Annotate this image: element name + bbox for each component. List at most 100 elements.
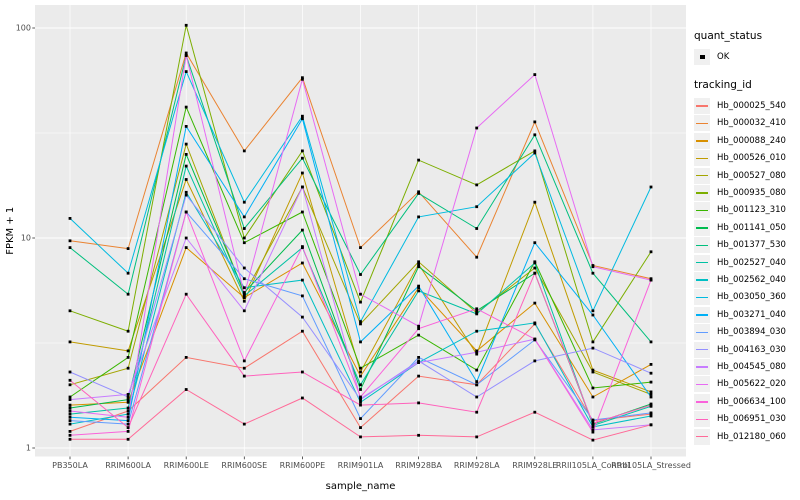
data-point[interactable] [533,151,537,155]
data-point[interactable] [649,380,653,384]
data-point[interactable] [533,241,537,245]
data-point[interactable] [533,321,537,325]
data-point[interactable] [417,192,420,195]
data-point[interactable] [242,236,246,240]
data-point[interactable] [126,247,130,250]
data-point[interactable] [68,422,72,426]
data-point[interactable] [533,73,537,76]
data-point[interactable] [242,215,246,219]
data-point[interactable] [417,289,420,293]
data-point[interactable] [242,294,246,298]
data-point[interactable] [126,406,130,410]
data-point[interactable] [68,309,72,313]
legend-item[interactable]: Hb_003894_030 [694,323,798,341]
data-point[interactable] [184,142,188,146]
data-point[interactable] [417,324,420,328]
data-point[interactable] [301,114,304,118]
data-point[interactable] [417,333,420,337]
data-point[interactable] [184,190,188,194]
data-point[interactable] [242,296,246,299]
data-point[interactable] [649,185,653,189]
data-point[interactable] [184,23,188,27]
data-point[interactable] [126,395,130,399]
data-point[interactable] [591,425,595,429]
legend-item[interactable]: Hb_004545_080 [694,358,798,375]
data-point[interactable] [184,246,188,249]
data-point[interactable] [591,271,595,275]
data-point[interactable] [475,383,479,387]
data-point[interactable] [475,352,479,356]
data-point[interactable] [649,393,653,396]
data-point[interactable] [68,433,72,437]
data-point[interactable] [475,126,479,130]
legend-item[interactable]: Hb_000527_080 [694,167,798,184]
data-point[interactable] [359,366,362,370]
data-point[interactable] [591,265,595,269]
data-point[interactable] [68,409,72,413]
data-point[interactable] [649,278,653,282]
data-point[interactable] [359,417,362,420]
data-point[interactable] [475,309,479,313]
data-point[interactable] [591,313,595,317]
data-point[interactable] [359,395,362,399]
data-point[interactable] [68,437,72,441]
data-point[interactable] [242,286,246,290]
data-point[interactable] [417,359,420,363]
data-point[interactable] [417,158,420,162]
data-point[interactable] [649,390,653,394]
data-point[interactable] [359,320,362,323]
data-point[interactable] [301,245,304,248]
data-point[interactable] [359,400,362,404]
data-point[interactable] [301,228,304,232]
data-point[interactable] [591,430,595,434]
data-point[interactable] [68,378,72,382]
data-point[interactable] [184,164,188,168]
data-point[interactable] [68,403,72,407]
data-point[interactable] [649,340,653,344]
data-point[interactable] [68,239,72,243]
legend-item[interactable]: Hb_001123_310 [694,202,798,219]
data-point[interactable] [359,383,362,387]
legend-item[interactable]: Hb_012180_060 [694,428,798,445]
data-point[interactable] [417,260,420,264]
data-point[interactable] [301,149,304,153]
data-point[interactable] [591,422,595,425]
data-point[interactable] [126,419,130,422]
data-point[interactable] [533,337,537,341]
data-point[interactable] [184,125,188,128]
data-point[interactable] [184,105,188,109]
data-point[interactable] [649,414,653,418]
data-point[interactable] [126,356,130,359]
data-point[interactable] [533,149,537,153]
legend-item[interactable]: Hb_000526_010 [694,150,798,167]
data-point[interactable] [242,200,246,204]
data-point[interactable] [533,359,537,363]
data-point[interactable] [126,329,130,333]
data-point[interactable] [126,430,130,433]
data-point[interactable] [649,363,653,366]
data-point[interactable] [126,422,130,426]
data-point[interactable] [475,350,479,354]
data-point[interactable] [184,193,188,197]
data-point[interactable] [533,271,537,275]
data-point[interactable] [184,51,188,55]
data-point[interactable] [301,185,304,189]
data-point[interactable] [126,398,130,401]
data-point[interactable] [417,374,420,378]
data-point[interactable] [301,278,304,282]
data-point[interactable] [242,374,246,378]
legend-item[interactable]: Hb_000025_540 [694,97,798,115]
data-point[interactable] [126,426,130,429]
data-point[interactable] [126,437,130,441]
legend-item[interactable]: Hb_000032_410 [694,115,798,132]
data-point[interactable] [184,388,188,391]
data-point[interactable] [126,415,130,419]
data-point[interactable] [68,340,72,344]
data-point[interactable] [301,261,304,265]
data-point[interactable] [359,300,362,304]
data-point[interactable] [68,246,72,249]
data-point[interactable] [417,356,420,359]
data-point[interactable] [591,386,595,390]
data-point[interactable] [242,366,246,370]
legend-item[interactable]: Hb_002562_040 [694,271,798,288]
